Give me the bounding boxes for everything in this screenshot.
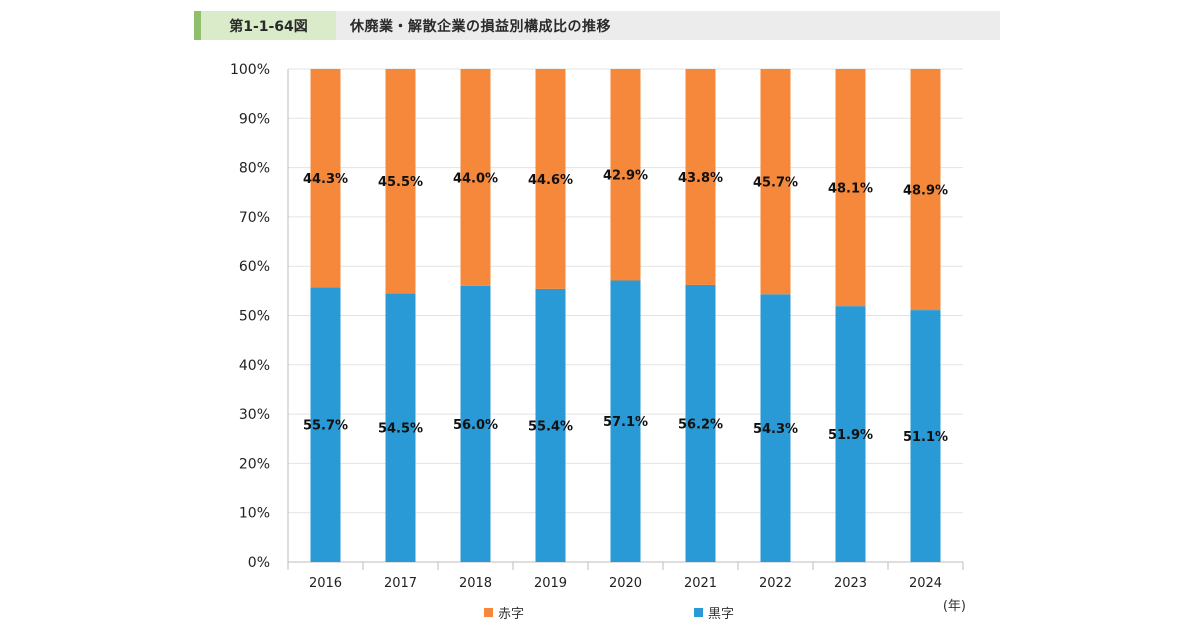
bar-loss bbox=[385, 69, 416, 294]
data-label: 44.3% bbox=[303, 172, 348, 187]
data-label: 55.4% bbox=[528, 419, 573, 434]
bar-profit bbox=[385, 293, 416, 562]
y-tick-label: 80% bbox=[239, 161, 270, 177]
data-label: 51.1% bbox=[903, 430, 948, 445]
figure-number: 第1-1-64図 bbox=[201, 11, 336, 40]
bar-profit bbox=[760, 294, 791, 562]
x-tick-label: 2024 bbox=[909, 576, 942, 591]
y-tick-label: 70% bbox=[239, 210, 270, 226]
x-tick-label: 2020 bbox=[609, 576, 642, 591]
bar-loss bbox=[610, 69, 641, 281]
bar-profit bbox=[610, 280, 641, 562]
y-tick-label: 0% bbox=[248, 555, 270, 571]
y-tick-label: 40% bbox=[239, 358, 270, 374]
bar-profit bbox=[910, 310, 941, 562]
legend-swatch bbox=[694, 608, 703, 617]
y-tick-label: 90% bbox=[239, 111, 270, 127]
data-label: 56.0% bbox=[453, 418, 498, 433]
x-tick-label: 2019 bbox=[534, 576, 567, 591]
bar-profit bbox=[310, 287, 341, 562]
data-label: 42.9% bbox=[603, 169, 648, 184]
data-label: 54.5% bbox=[378, 422, 423, 437]
chart-legend: 赤字 黒字 bbox=[0, 603, 1200, 623]
x-tick-label: 2023 bbox=[834, 576, 867, 591]
legend-item: 黒字 bbox=[694, 603, 734, 622]
legend-swatch bbox=[484, 608, 493, 617]
bar-loss bbox=[685, 69, 716, 285]
bar-loss bbox=[310, 69, 341, 288]
x-tick-label: 2022 bbox=[759, 576, 792, 591]
x-tick-label: 2018 bbox=[459, 576, 492, 591]
data-label: 48.9% bbox=[903, 184, 948, 199]
bar-profit bbox=[535, 288, 566, 562]
y-tick-label: 50% bbox=[239, 309, 270, 325]
data-label: 55.7% bbox=[303, 419, 348, 434]
x-tick-label: 2021 bbox=[684, 576, 717, 591]
legend-label: 赤字 bbox=[498, 607, 525, 622]
y-tick-label: 100% bbox=[230, 62, 270, 78]
bar-loss bbox=[535, 69, 566, 289]
data-label: 51.9% bbox=[828, 428, 873, 443]
x-tick-label: 2017 bbox=[384, 576, 417, 591]
data-label: 43.8% bbox=[678, 171, 723, 186]
bar-profit bbox=[835, 306, 866, 562]
y-tick-label: 60% bbox=[239, 259, 270, 275]
chart-title: 休廃業・解散企業の損益別構成比の推移 bbox=[350, 18, 611, 35]
data-label: 56.2% bbox=[678, 417, 723, 432]
figure-header: 第1-1-64図 休廃業・解散企業の損益別構成比の推移 bbox=[194, 11, 1000, 40]
y-tick-label: 10% bbox=[239, 506, 270, 522]
bar-profit bbox=[460, 285, 491, 562]
y-tick-label: 20% bbox=[239, 456, 270, 472]
data-label: 48.1% bbox=[828, 182, 873, 197]
x-tick-label: 2016 bbox=[309, 576, 342, 591]
bar-profit bbox=[685, 284, 716, 562]
data-label: 44.6% bbox=[528, 173, 573, 188]
y-tick-label: 30% bbox=[239, 407, 270, 423]
x-unit-label: (年) bbox=[943, 599, 966, 614]
data-label: 44.0% bbox=[453, 171, 498, 186]
legend-item: 赤字 bbox=[484, 603, 524, 622]
bar-loss bbox=[835, 69, 866, 307]
data-label: 57.1% bbox=[603, 415, 648, 430]
header-accent-bar bbox=[194, 11, 201, 40]
bar-loss bbox=[460, 69, 491, 286]
data-label: 45.7% bbox=[753, 176, 798, 191]
data-label: 45.5% bbox=[378, 175, 423, 190]
data-label: 54.3% bbox=[753, 422, 798, 437]
bar-loss bbox=[760, 69, 791, 295]
bar-loss bbox=[910, 69, 941, 311]
legend-label: 黒字 bbox=[708, 607, 735, 622]
